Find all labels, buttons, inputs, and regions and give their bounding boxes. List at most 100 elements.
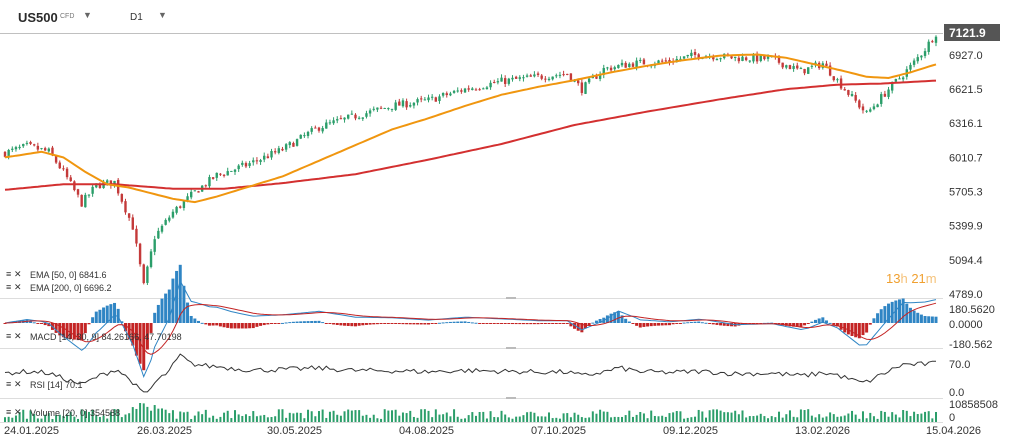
volume-bar bbox=[168, 413, 171, 422]
volume-bar bbox=[47, 413, 50, 422]
macd-bar bbox=[861, 323, 865, 336]
volume-bar bbox=[851, 410, 854, 422]
macd-bar bbox=[397, 323, 401, 325]
close-icon[interactable]: ✕ bbox=[14, 379, 22, 389]
volume-bar bbox=[887, 416, 890, 422]
volume-bar bbox=[55, 415, 58, 422]
candle-body bbox=[525, 75, 529, 77]
volume-bar bbox=[332, 410, 335, 422]
timeframe-dropdown-icon[interactable]: ▼ bbox=[158, 10, 167, 20]
date-axis[interactable]: 24.01.2025 26.03.2025 30.05.2025 04.08.2025… bbox=[4, 425, 981, 437]
volume-bar bbox=[496, 417, 499, 422]
macd-bar bbox=[335, 323, 339, 325]
volume-bar bbox=[847, 413, 850, 422]
volume-bar bbox=[701, 411, 704, 422]
macd-bar bbox=[419, 323, 423, 325]
macd-bar bbox=[594, 320, 598, 323]
volume-bar bbox=[405, 413, 408, 422]
candle-body bbox=[233, 169, 237, 172]
panel-resize-handle[interactable] bbox=[506, 347, 516, 349]
menu-icon[interactable]: ≡ bbox=[6, 379, 11, 389]
macd-bar bbox=[313, 320, 317, 323]
volume-bar bbox=[139, 403, 142, 422]
date-tick: 13.02.2026 bbox=[795, 425, 850, 437]
macd-legend[interactable]: ≡ ✕ MACD [14, 30, 9] 84.26166, 47.70198 bbox=[6, 331, 182, 342]
menu-icon[interactable]: ≡ bbox=[6, 407, 11, 417]
volume-bar bbox=[401, 412, 404, 422]
volume-bar bbox=[124, 414, 127, 422]
macd-bar bbox=[478, 323, 482, 324]
macd-bar bbox=[321, 322, 325, 324]
macd-bar bbox=[153, 312, 157, 323]
macd-bar bbox=[259, 323, 263, 326]
macd-bar bbox=[332, 323, 336, 325]
volume-bar bbox=[522, 415, 525, 422]
volume-bar bbox=[712, 409, 715, 422]
close-icon[interactable]: ✕ bbox=[14, 331, 22, 341]
symbol-label[interactable]: US500 bbox=[18, 10, 58, 25]
volume-bar bbox=[33, 414, 36, 422]
macd-bar bbox=[456, 321, 460, 323]
macd-bar bbox=[430, 323, 434, 324]
close-icon[interactable]: ✕ bbox=[14, 282, 22, 292]
macd-bar bbox=[302, 321, 306, 323]
macd-bar bbox=[934, 316, 938, 323]
rsi-legend[interactable]: ≡ ✕ RSI [14] 70.1 bbox=[6, 379, 83, 390]
candle-body bbox=[478, 89, 481, 91]
macd-bar bbox=[689, 321, 693, 323]
menu-icon[interactable]: ≡ bbox=[6, 269, 11, 279]
macd-bar bbox=[532, 323, 536, 325]
macd-bar bbox=[127, 323, 131, 340]
candle-body bbox=[850, 94, 854, 96]
candle-body bbox=[65, 168, 69, 178]
volume-bar bbox=[672, 412, 675, 422]
timeframe-label[interactable]: D1 bbox=[130, 12, 143, 23]
candle-body bbox=[142, 264, 145, 284]
macd-bar bbox=[240, 323, 244, 329]
candle-body bbox=[854, 95, 857, 101]
date-tick: 30.05.2025 bbox=[267, 425, 322, 437]
volume-bar bbox=[347, 409, 350, 422]
ema-200-legend[interactable]: ≡ ✕ EMA [200, 0] 6696.2 bbox=[6, 282, 112, 293]
candle-body bbox=[514, 76, 518, 79]
volume-bar bbox=[113, 409, 116, 422]
menu-icon[interactable]: ≡ bbox=[6, 282, 11, 292]
close-icon[interactable]: ✕ bbox=[14, 269, 22, 279]
macd-label: MACD [14, 30, 9] 84.26166, 47.70198 bbox=[30, 332, 182, 342]
chart-toolbar: US500 CFD ▼ D1 ▼ bbox=[0, 0, 1010, 34]
macd-bar bbox=[47, 323, 51, 327]
candle-body bbox=[668, 59, 671, 63]
price-axis[interactable]: 6927.0 6621.5 6316.1 6010.7 5705.3 5399.9 5094… bbox=[949, 50, 983, 301]
ema-50-line bbox=[4, 53, 937, 204]
volume-bar bbox=[617, 416, 620, 422]
volume-bar bbox=[40, 418, 43, 422]
candle-body bbox=[84, 194, 87, 208]
close-icon[interactable]: ✕ bbox=[14, 407, 22, 417]
panel-resize-handle[interactable] bbox=[506, 297, 516, 299]
volume-bar bbox=[821, 417, 824, 422]
volume-bar bbox=[62, 415, 65, 422]
macd-bar bbox=[215, 323, 219, 326]
menu-icon[interactable]: ≡ bbox=[6, 331, 11, 341]
candle-body bbox=[865, 110, 868, 112]
candle-body bbox=[883, 93, 887, 97]
candle-body bbox=[799, 68, 803, 70]
macd-bar bbox=[175, 270, 179, 323]
macd-bar bbox=[631, 323, 635, 324]
volume-bar bbox=[171, 410, 174, 422]
candle-body bbox=[270, 151, 273, 158]
macd-bar bbox=[518, 323, 522, 325]
symbol-dropdown-icon[interactable]: ▼ bbox=[83, 10, 92, 20]
candle-body bbox=[175, 206, 178, 213]
candle-body bbox=[401, 100, 405, 107]
volume-legend[interactable]: ≡ ✕ Volume [20, 0] 354588 bbox=[6, 407, 120, 418]
macd-bar bbox=[350, 323, 354, 327]
panel-resize-handle[interactable] bbox=[506, 397, 516, 399]
candle-body bbox=[777, 56, 781, 63]
ema-50-legend[interactable]: ≡ ✕ EMA [50, 0] 6841.6 bbox=[6, 269, 107, 280]
macd-bar bbox=[145, 323, 149, 350]
volume-bar bbox=[398, 415, 401, 422]
candle-body bbox=[898, 78, 901, 80]
candle-body bbox=[536, 73, 540, 75]
